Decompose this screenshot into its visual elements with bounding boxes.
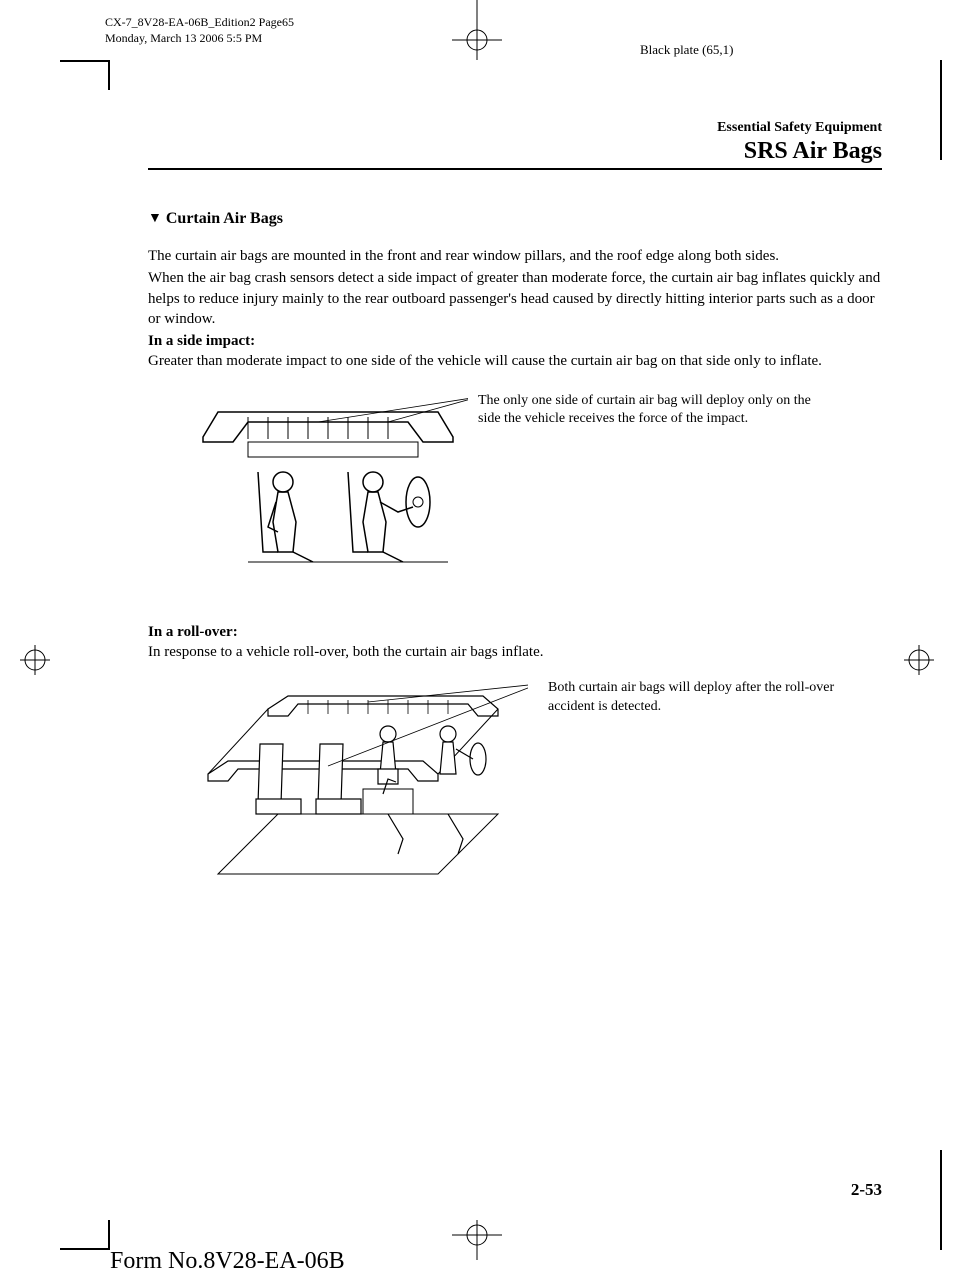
plate-info: Black plate (65,1) <box>640 42 734 58</box>
intro-paragraph-1: The curtain air bags are mounted in the … <box>148 246 882 266</box>
corner-mark-top-left <box>60 60 110 62</box>
side-impact-text: Greater than moderate impact to one side… <box>148 351 882 371</box>
form-number: Form No.8V28-EA-06B <box>110 1248 345 1275</box>
rollover-text: In response to a vehicle roll-over, both… <box>148 642 882 662</box>
crop-mark-bottom <box>452 1220 502 1265</box>
page-header: Essential Safety Equipment SRS Air Bags <box>717 120 882 165</box>
intro-paragraph-2: When the air bag crash sensors detect a … <box>148 268 882 329</box>
section-category: Essential Safety Equipment <box>717 120 882 136</box>
rollover-label: In a roll-over: <box>148 622 882 642</box>
triangle-marker-icon: ▼ <box>148 211 162 227</box>
section-title: SRS Air Bags <box>717 138 882 165</box>
corner-mark-top-right <box>940 60 942 160</box>
crop-mark-top <box>452 0 502 60</box>
subsection-heading: ▼Curtain Air Bags <box>148 210 882 228</box>
crop-mark-left <box>20 645 50 680</box>
content-area: ▼Curtain Air Bags The curtain air bags a… <box>148 210 882 904</box>
side-impact-label: In a side impact: <box>148 331 882 351</box>
figure-2-caption: Both curtain air bags will deploy after … <box>548 679 838 717</box>
figure-1-illustration <box>188 387 468 587</box>
figure-2-illustration <box>188 674 528 894</box>
subsection-heading-text: Curtain Air Bags <box>166 210 283 227</box>
header-line-1: CX-7_8V28-EA-06B_Edition2 Page65 <box>105 15 294 31</box>
document-header-info: CX-7_8V28-EA-06B_Edition2 Page65 Monday,… <box>105 15 294 46</box>
crop-mark-right <box>904 645 934 680</box>
corner-mark-bottom-right <box>940 1150 942 1250</box>
figure-1-caption: The only one side of curtain air bag wil… <box>478 392 818 430</box>
header-rule <box>148 168 882 170</box>
figure-1-container: The only one side of curtain air bag wil… <box>148 387 882 602</box>
figure-2-container: Both curtain air bags will deploy after … <box>148 674 882 904</box>
header-line-2: Monday, March 13 2006 5:5 PM <box>105 31 294 47</box>
page-number: 2-53 <box>851 1180 882 1200</box>
corner-mark-bottom-left <box>60 1248 110 1250</box>
